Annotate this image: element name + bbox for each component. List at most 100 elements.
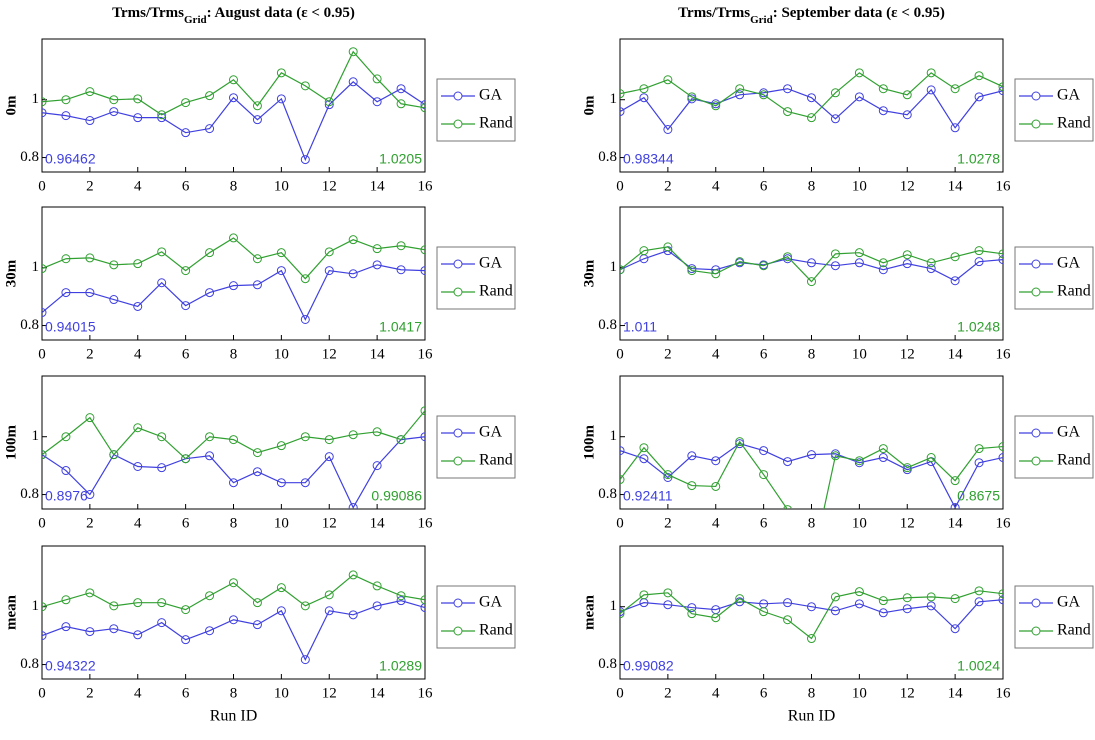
data-point — [878, 608, 888, 618]
annotation: 0.99082 — [623, 658, 674, 674]
y-tick-label: 1 — [610, 91, 618, 107]
data-point — [759, 470, 769, 480]
y-tick-label: 1 — [32, 428, 40, 444]
plot-area — [620, 586, 1003, 644]
data-point — [205, 626, 215, 636]
legend-marker — [453, 119, 463, 129]
data-point — [348, 269, 358, 279]
plot-area — [42, 406, 425, 509]
data-point — [830, 592, 840, 602]
plot-frame — [619, 38, 1004, 173]
y-tick-label: 1 — [610, 598, 618, 614]
data-point — [300, 274, 310, 284]
legend-box — [436, 78, 516, 142]
x-tick-label: 6 — [760, 515, 768, 531]
data-point — [420, 266, 425, 276]
chart-title: Trms/TrmsGrid: September data (ε < 0.95) — [678, 5, 945, 25]
data-point — [926, 68, 936, 78]
data-point — [157, 113, 167, 123]
data-point — [807, 634, 816, 644]
x-tick-label: 4 — [712, 515, 720, 531]
x-tick-label: 6 — [182, 346, 190, 362]
legend-marker — [1031, 598, 1041, 608]
x-tick-label: 4 — [712, 178, 720, 194]
annotation: 0.8976 — [45, 488, 88, 504]
data-point — [663, 588, 673, 598]
data-point — [620, 89, 625, 99]
data-point — [109, 107, 119, 117]
data-point — [109, 624, 119, 634]
data-point — [181, 266, 191, 276]
data-point — [878, 106, 888, 116]
data-point — [926, 601, 936, 611]
data-point — [276, 68, 286, 78]
data-point — [157, 618, 167, 628]
plot-area — [42, 47, 425, 165]
data-point — [205, 288, 215, 298]
y-axis-label: mean — [3, 594, 19, 630]
data-point — [854, 587, 864, 597]
data-point — [348, 77, 358, 87]
series-line — [620, 246, 1003, 283]
x-tick-label: 4 — [134, 178, 142, 194]
plot-frame — [41, 38, 426, 173]
series-line — [42, 80, 425, 162]
data-point — [807, 602, 816, 612]
x-tick-label: 12 — [322, 178, 337, 194]
data-point — [783, 615, 793, 625]
title-rest: : September data (ε < 0.95) — [773, 5, 945, 21]
data-point — [783, 598, 793, 608]
data-point — [926, 264, 936, 274]
data-point — [759, 607, 769, 617]
data-point — [830, 606, 840, 616]
y-tick-label: 0.8 — [20, 656, 39, 672]
data-point — [998, 453, 1003, 463]
data-point — [133, 259, 143, 269]
data-point — [372, 461, 382, 471]
plot-frame — [619, 206, 1004, 341]
x-tick-label: 0 — [38, 515, 46, 531]
data-point — [950, 276, 960, 286]
x-tick-label: 16 — [996, 178, 1012, 194]
data-point — [324, 452, 334, 462]
x-tick-label: 8 — [808, 685, 816, 701]
data-point — [807, 113, 816, 123]
series-line — [620, 590, 1003, 640]
x-tick-label: 0 — [616, 685, 624, 701]
x-tick-label: 8 — [230, 346, 238, 362]
data-point — [807, 93, 816, 103]
data-point — [252, 254, 262, 264]
annotation: 1.011 — [623, 319, 657, 335]
series-line — [42, 436, 425, 509]
x-tick-label: 0 — [38, 346, 46, 362]
y-tick-label: 0.8 — [20, 149, 39, 165]
data-point — [324, 247, 334, 257]
x-tick-label: 6 — [760, 685, 768, 701]
data-point — [687, 603, 697, 613]
legend-label: Rand — [479, 622, 513, 639]
data-point — [372, 74, 382, 84]
legend-marker — [1031, 287, 1041, 297]
data-point — [229, 281, 238, 291]
x-tick-label: 2 — [664, 515, 672, 531]
legend-marker — [1031, 91, 1041, 101]
data-point — [205, 248, 215, 258]
data-point — [854, 599, 864, 609]
x-tick-label: 12 — [322, 515, 337, 531]
data-point — [854, 258, 864, 268]
data-point — [181, 454, 191, 464]
data-point — [133, 598, 143, 608]
data-point — [735, 90, 745, 100]
data-point — [300, 432, 310, 442]
data-point — [300, 478, 310, 488]
data-point — [157, 463, 167, 473]
data-point — [157, 247, 167, 257]
data-point — [687, 92, 697, 102]
data-point — [324, 266, 334, 276]
data-point — [998, 249, 1003, 259]
data-point — [807, 450, 816, 460]
data-point — [252, 101, 262, 111]
x-tick-label: 14 — [370, 685, 386, 701]
y-tick-label: 0.8 — [598, 486, 617, 502]
x-tick-label: 14 — [370, 178, 386, 194]
